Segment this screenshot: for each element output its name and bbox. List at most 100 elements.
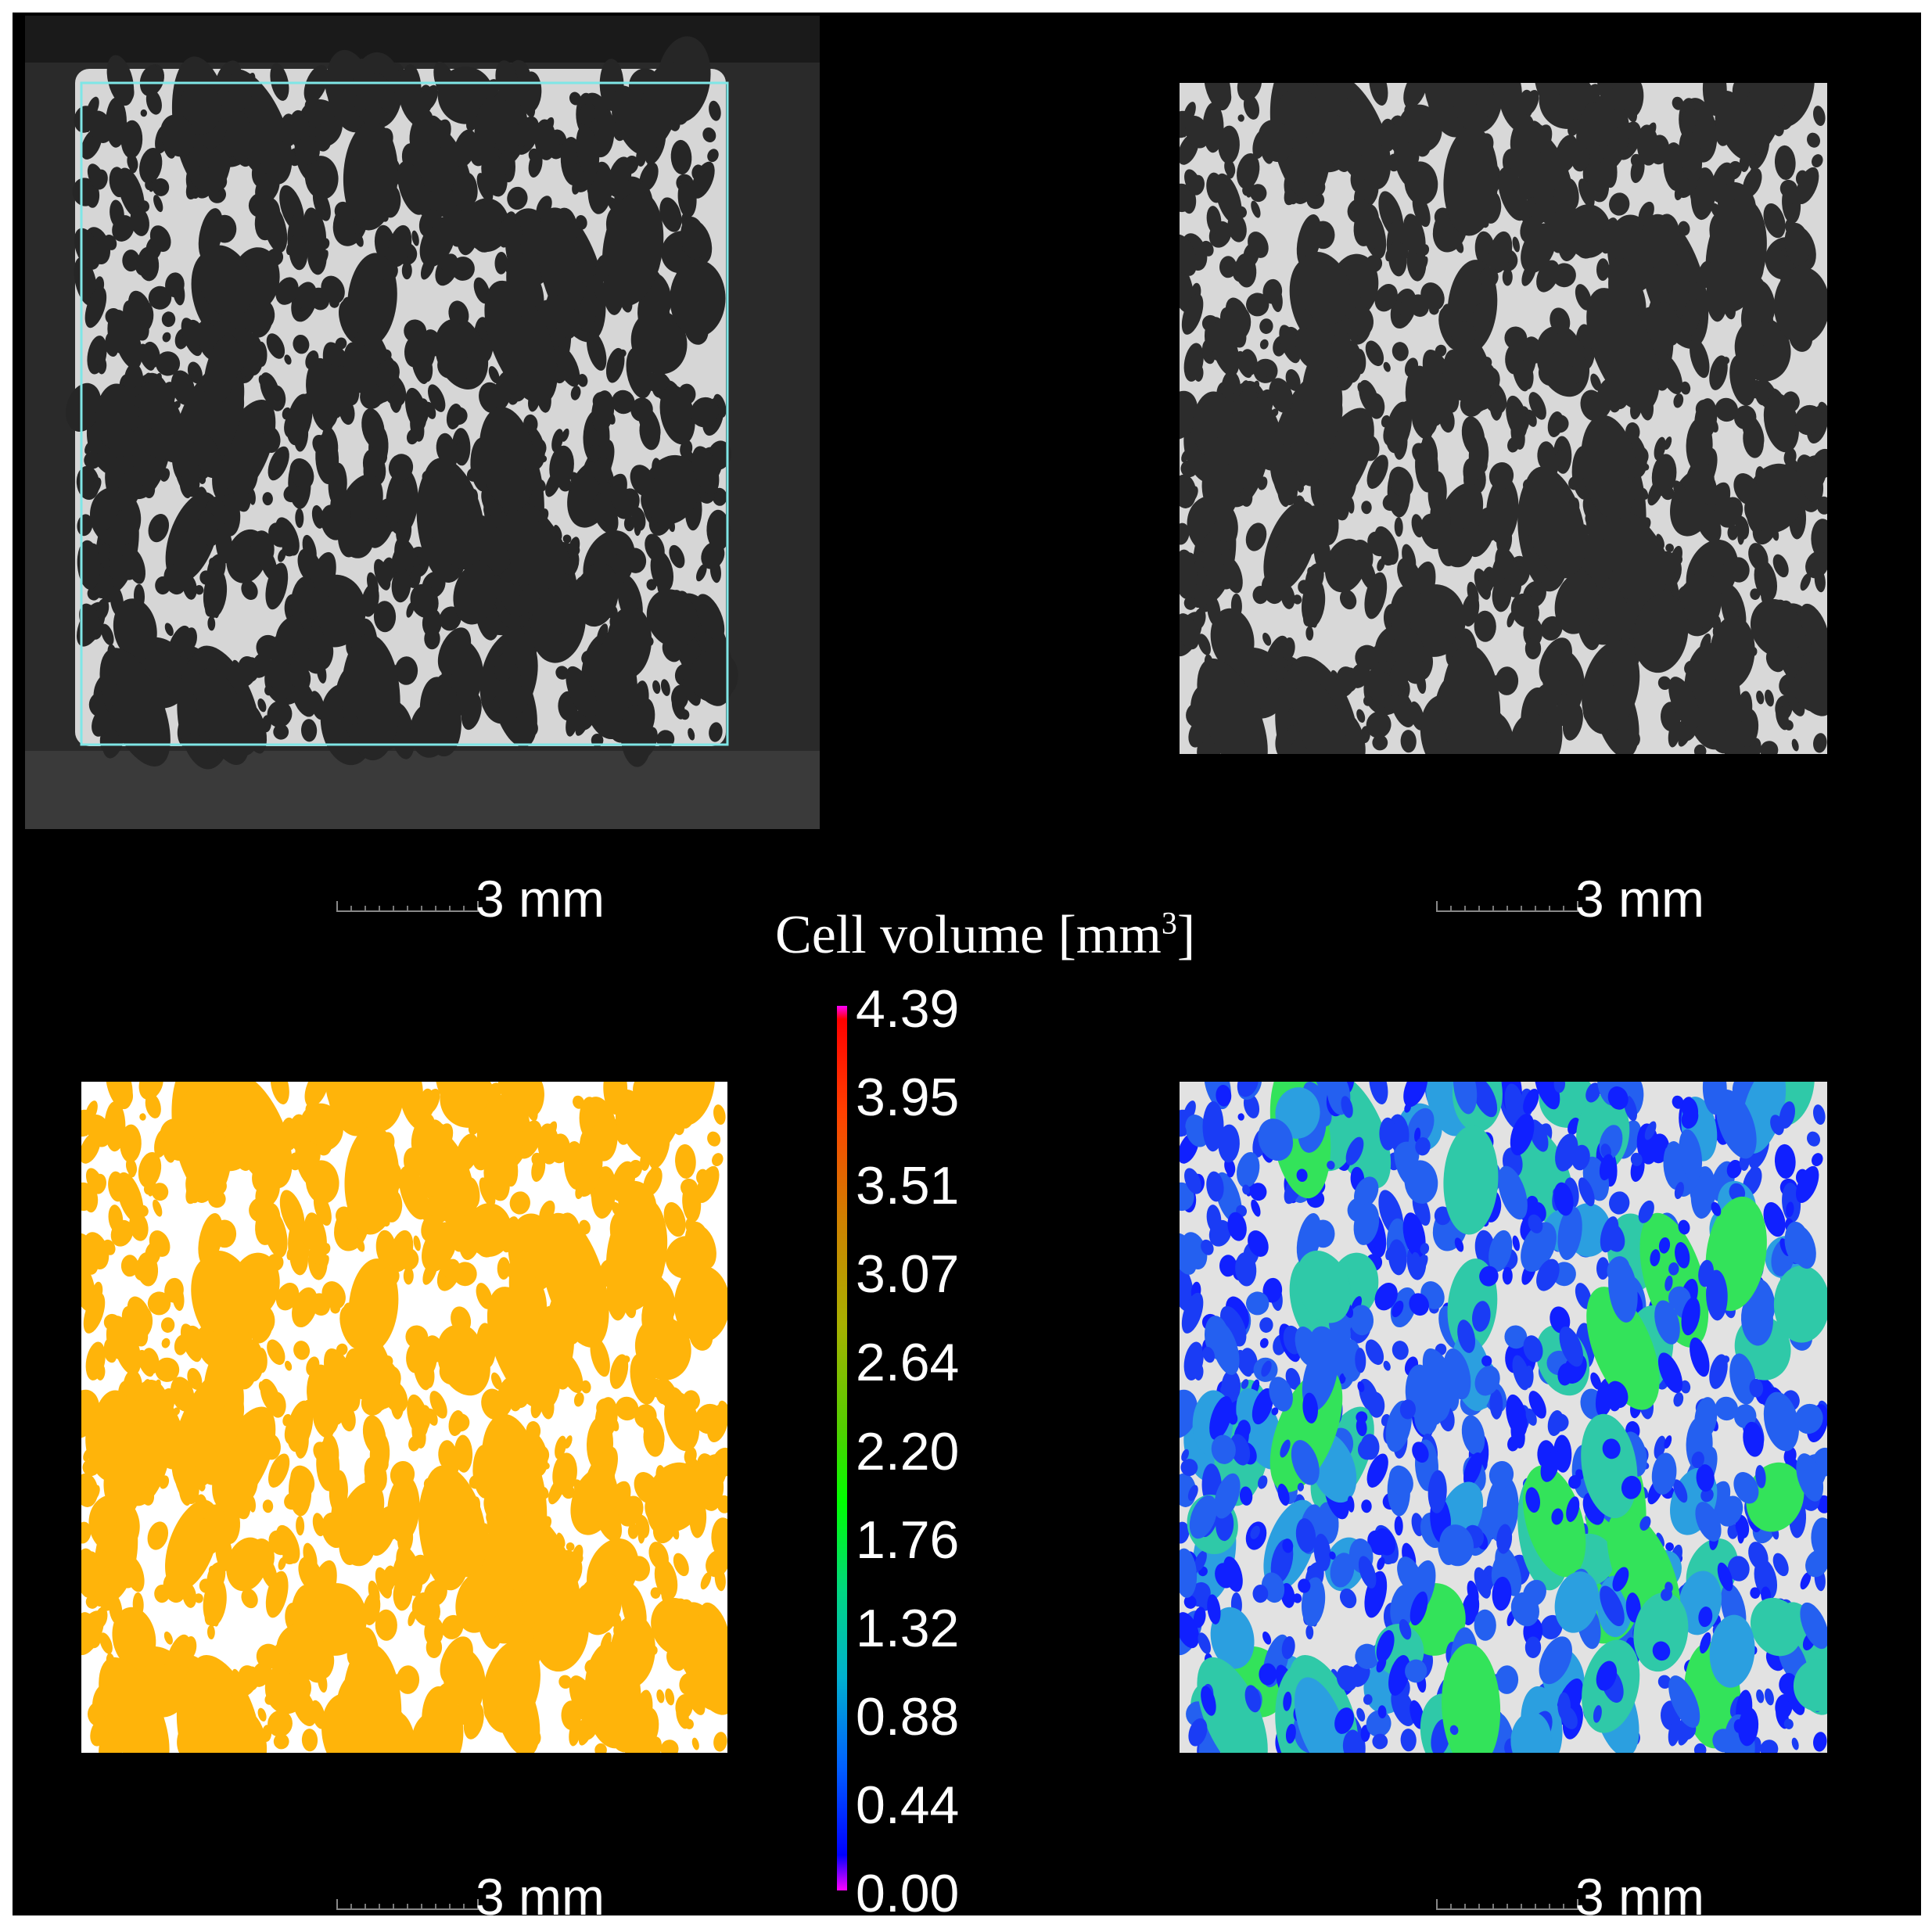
pore	[573, 1479, 588, 1503]
pore	[1183, 596, 1197, 610]
pore	[292, 295, 304, 312]
pore	[1214, 474, 1241, 520]
pore	[1218, 125, 1240, 164]
pore	[634, 698, 655, 737]
pore	[594, 1397, 618, 1439]
pore	[300, 1619, 313, 1640]
pore	[1554, 1571, 1600, 1633]
pore	[1749, 1378, 1764, 1398]
colorbar-title-text: Cell volume [mm	[775, 905, 1162, 965]
pore	[1784, 1221, 1810, 1265]
pore	[1750, 1279, 1776, 1323]
pore	[254, 198, 281, 241]
pore	[164, 1277, 184, 1303]
pore	[101, 623, 114, 646]
pore	[1356, 418, 1367, 438]
pore	[1644, 1121, 1657, 1140]
pore	[614, 488, 640, 519]
pore	[1235, 1252, 1257, 1287]
pore	[1356, 1707, 1366, 1722]
pore	[1481, 357, 1492, 368]
pore	[551, 294, 578, 339]
pore	[141, 1486, 155, 1506]
pore	[1394, 142, 1420, 171]
ct-cropped-image	[1180, 83, 1827, 754]
pore	[1339, 590, 1357, 610]
pore	[691, 446, 720, 494]
pore	[1262, 1631, 1272, 1645]
pore	[289, 234, 308, 271]
pore	[1197, 658, 1268, 754]
pore	[1251, 1388, 1273, 1425]
pore	[131, 1434, 152, 1466]
pore	[1226, 1166, 1235, 1178]
pore	[268, 446, 289, 481]
pore	[285, 609, 294, 618]
pore	[555, 1435, 567, 1459]
pore	[454, 1082, 466, 1093]
pore	[1696, 1464, 1715, 1492]
pore	[320, 238, 330, 250]
pore	[494, 252, 508, 275]
pore	[258, 1381, 266, 1392]
pore	[1406, 109, 1435, 148]
pore	[290, 576, 316, 622]
pore	[437, 268, 446, 280]
pore	[1434, 1206, 1452, 1226]
pore	[1709, 616, 1755, 689]
pore	[372, 295, 390, 326]
pore	[1453, 83, 1478, 116]
pore	[1365, 1339, 1384, 1366]
colorbar-tick: 3.07	[856, 1244, 960, 1305]
pore	[106, 340, 118, 357]
pore	[1258, 120, 1294, 163]
pore	[452, 71, 465, 90]
pore	[139, 65, 162, 94]
pore	[618, 1495, 644, 1527]
pore	[1738, 709, 1759, 748]
pore	[1690, 1337, 1710, 1377]
pore	[1681, 108, 1699, 131]
pore	[1206, 172, 1224, 203]
pore	[95, 1607, 108, 1628]
pore	[569, 1262, 580, 1276]
pore	[1489, 231, 1513, 274]
pore	[148, 285, 172, 310]
pore	[294, 137, 320, 165]
pore	[1625, 594, 1641, 624]
pore	[1400, 730, 1417, 753]
pore	[566, 257, 576, 271]
pore	[1813, 733, 1827, 753]
pore	[1783, 1718, 1794, 1729]
pore	[344, 1126, 400, 1235]
pore	[380, 1266, 400, 1287]
pore	[615, 1396, 639, 1421]
pore	[1586, 288, 1660, 411]
pore	[1540, 616, 1563, 641]
pore	[639, 415, 661, 451]
pore	[81, 1612, 102, 1649]
pore	[503, 1438, 522, 1459]
pore	[1198, 634, 1211, 655]
pore	[652, 680, 661, 695]
pore	[1796, 167, 1819, 204]
pore	[1302, 393, 1319, 425]
pore	[1559, 1327, 1584, 1367]
pore	[1236, 1349, 1253, 1377]
pore	[192, 433, 221, 479]
pore	[109, 1594, 123, 1625]
pore	[1194, 1363, 1204, 1380]
pore	[578, 103, 596, 125]
pore	[1342, 1729, 1362, 1753]
pore	[526, 1592, 542, 1623]
pore	[691, 1737, 699, 1750]
pore	[1250, 1525, 1260, 1539]
pore	[1457, 1319, 1476, 1353]
pore	[1596, 1661, 1618, 1691]
pore	[154, 1585, 171, 1603]
pore	[631, 507, 646, 531]
pore	[241, 580, 258, 600]
pore	[1467, 581, 1479, 606]
pore	[1259, 318, 1273, 334]
pore	[713, 1104, 726, 1126]
